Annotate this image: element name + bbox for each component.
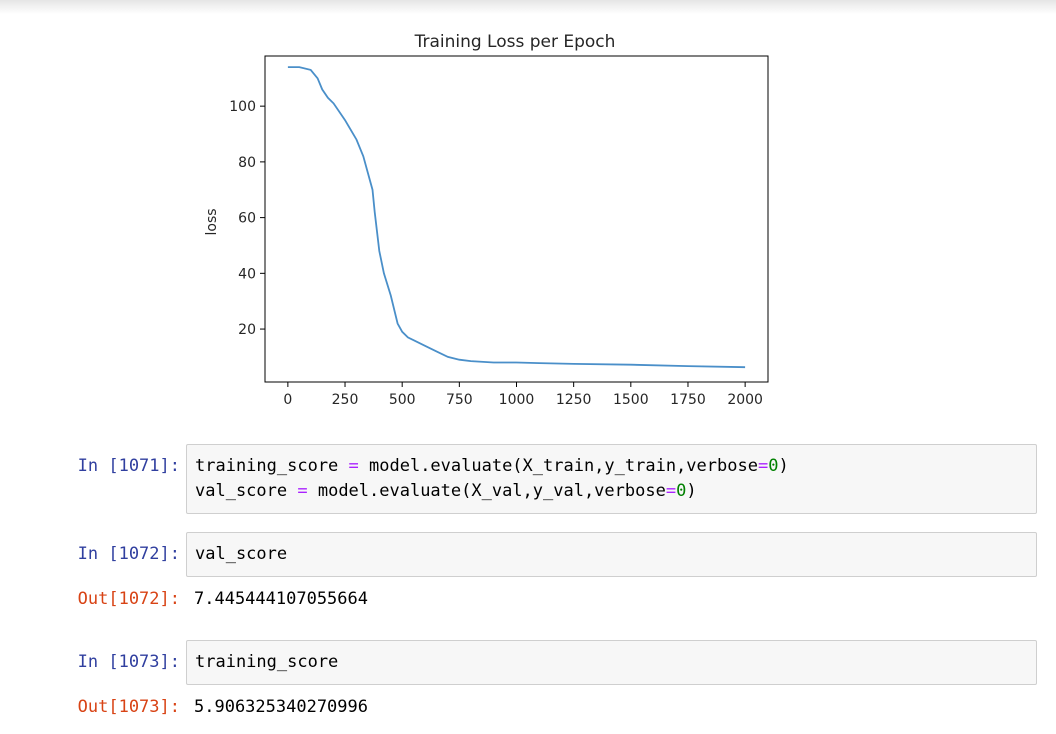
code-text: training_score	[195, 652, 339, 672]
output-value: 5.906325340270996	[194, 697, 368, 717]
y-tick-label: 60	[238, 211, 256, 227]
notebook-top-shadow	[0, 0, 1056, 14]
code-token: )	[686, 481, 697, 501]
code-text: training_score = model.evaluate(X_train,…	[187, 445, 1036, 504]
y-tick-label: 40	[238, 266, 256, 282]
x-tick-label: 1000	[499, 392, 535, 408]
y-tick-label: 100	[229, 99, 256, 115]
code-cell-1073: In [1073]: training_score Out[1073]: 5.9…	[0, 640, 1056, 730]
code-token: =	[348, 456, 359, 476]
x-tick-label: 0	[283, 392, 292, 408]
code-cell-1072: In [1072]: val_score Out[1072]: 7.445444…	[0, 532, 1056, 622]
output-prompt: Out[1073]:	[77, 697, 180, 717]
code-token: model.evaluate(X_val,y_val,verbose	[307, 481, 666, 501]
y-tick-label: 20	[238, 322, 256, 338]
code-token: training_score	[195, 456, 349, 476]
loss-line	[287, 66, 746, 369]
code-text: val_score	[195, 544, 288, 564]
x-tick-label: 750	[446, 392, 473, 408]
chart-title: Training Loss per Epoch	[414, 32, 616, 52]
code-token: =	[297, 481, 308, 501]
chart-y-axis-label: loss	[204, 208, 220, 235]
code-input[interactable]: training_score	[186, 640, 1037, 685]
input-prompt: In [1071]:	[77, 456, 180, 476]
code-token: model.evaluate(X_train,y_train,verbose	[358, 456, 758, 476]
y-tick-label: 80	[238, 155, 256, 171]
code-token: =	[757, 456, 769, 476]
x-tick-label: 1750	[670, 392, 706, 408]
output-prompt: Out[1072]:	[77, 589, 180, 609]
x-tick-label: 500	[389, 392, 416, 408]
output-value: 7.445444107055664	[194, 589, 368, 609]
x-tick-label: 2000	[727, 392, 763, 408]
x-tick-label: 1500	[613, 392, 649, 408]
plot-frame	[264, 55, 769, 383]
training-loss-chart: Training Loss per Epoch loss 0 250 500 750 1…	[204, 32, 769, 408]
code-input[interactable]: val_score	[186, 532, 1037, 577]
code-cell-1071: In [1071]: training_score = model.evalua…	[0, 444, 1056, 516]
code-input[interactable]: training_score = model.evaluate(X_train,…	[186, 444, 1037, 514]
code-token: )	[778, 456, 789, 476]
input-prompt: In [1073]:	[77, 652, 180, 672]
code-token: =	[665, 481, 677, 501]
x-tick-label: 1250	[556, 392, 592, 408]
code-token: val_score	[195, 481, 298, 501]
x-tick-label: 250	[332, 392, 359, 408]
code-token: 0	[676, 481, 687, 501]
input-prompt: In [1072]:	[77, 544, 180, 564]
code-token: 0	[768, 456, 779, 476]
